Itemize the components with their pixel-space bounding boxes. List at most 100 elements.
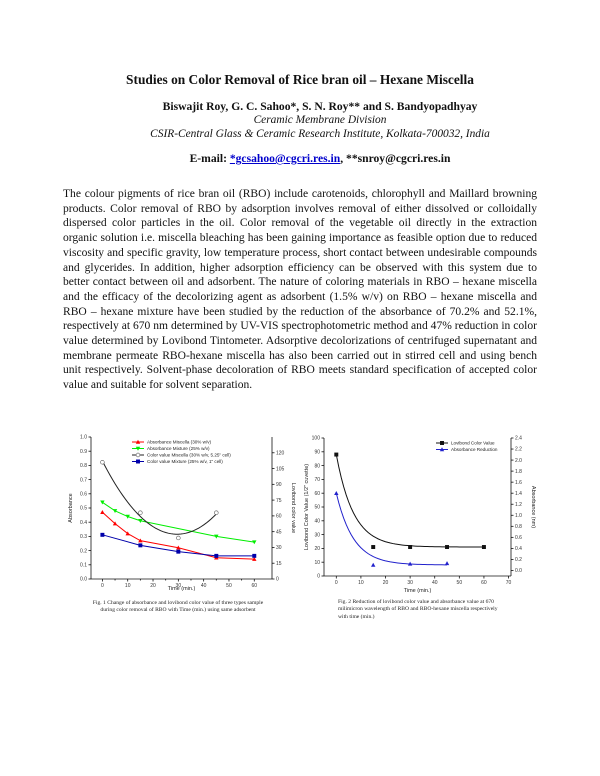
y2-tick-label: 1.8 [515, 469, 522, 475]
data-point [138, 538, 143, 543]
y-tick-label: 0.2 [80, 548, 87, 554]
data-point [481, 545, 486, 549]
data-point [125, 531, 130, 536]
y-tick-label: 0.0 [80, 577, 87, 583]
y2-tick-label: 45 [276, 529, 282, 535]
data-point [100, 500, 105, 505]
y2-tick-label: 60 [276, 514, 282, 520]
y-tick-label: 30 [314, 532, 320, 538]
data-point [100, 510, 105, 515]
y2-tick-label: 0.8 [515, 524, 522, 530]
y-axis-label: Lovibond Color Value (1/2" cuvette) [304, 464, 310, 550]
data-point [176, 549, 181, 554]
y-tick-label: 0.5 [80, 506, 87, 512]
series-line [335, 493, 448, 566]
y-tick-label: 0 [317, 574, 320, 580]
data-point [444, 561, 450, 566]
y-tick-label: 40 [314, 519, 320, 525]
y-tick-label: 0.9 [80, 449, 87, 455]
y2-axis-label: Absorbance (nm) [530, 486, 536, 528]
legend-label: Color value Mixture (25% w/v, 1" cell) [147, 459, 223, 464]
x-tick-label: 60 [251, 583, 257, 589]
data-point [407, 561, 413, 566]
x-tick-label: 60 [481, 580, 487, 586]
data-point [445, 545, 450, 549]
y-tick-label: 50 [314, 505, 320, 511]
y2-tick-label: 15 [276, 561, 282, 567]
series-line [335, 454, 484, 548]
figure-2-caption: Fig. 2 Reduction of lovibond color value… [338, 599, 498, 620]
email-label: E-mail: [189, 152, 230, 165]
y-tick-label: 80 [314, 463, 320, 469]
data-point [138, 543, 143, 548]
data-point [371, 545, 376, 549]
y-tick-label: 0.3 [80, 534, 87, 540]
y2-tick-label: 120 [276, 450, 285, 456]
data-point [252, 556, 257, 561]
y2-tick-label: 0.4 [515, 546, 522, 552]
legend-marker [439, 447, 445, 452]
x-tick-label: 10 [358, 580, 364, 586]
y-tick-label: 0.8 [80, 463, 87, 469]
y2-tick-label: 1.2 [515, 502, 522, 508]
y2-tick-label: 1.6 [515, 480, 522, 486]
y2-tick-label: 1.0 [515, 513, 522, 519]
figure-1-caption: Fig. 1 Change of absorbance and lovibond… [92, 600, 264, 614]
y2-tick-label: 105 [276, 466, 285, 472]
legend-marker [135, 452, 141, 458]
data-point [138, 510, 143, 515]
legend-marker [135, 439, 141, 444]
paper-title: Studies on Color Removal of Rice bran oi… [126, 72, 474, 87]
data-point [252, 553, 257, 558]
x-axis-label: Time (min.) [404, 588, 432, 594]
series-2 [334, 491, 450, 567]
legend-label: Absorbance Reduction [451, 447, 498, 452]
figure-2-plot: 0 10 20 30 40 50 60 70 0 10 20 30 40 50 60 70 80 90 100 0.0… [304, 436, 536, 594]
data-point [176, 535, 181, 541]
y-tick-label: 0.4 [80, 520, 87, 526]
y-tick-label: 0.7 [80, 477, 87, 483]
y2-tick-label: 2.2 [515, 447, 522, 453]
y-tick-label: 0.6 [80, 492, 87, 498]
y-tick-label: 100 [312, 436, 321, 442]
y-tick-label: 1.0 [80, 435, 87, 441]
x-tick-label: 50 [226, 583, 232, 589]
affiliation-division: Ceramic Membrane Division [253, 114, 387, 126]
abstract-text: The colour pigments of rice bran oil (RB… [63, 188, 537, 392]
x-tick-label: 50 [457, 580, 463, 586]
legend-label: Color value Miscella (30% w/v, 5.25" cel… [147, 453, 231, 458]
legend-marker [136, 459, 140, 464]
x-tick-label: 20 [383, 580, 389, 586]
y2-tick-label: 0.6 [515, 535, 522, 541]
data-point [125, 514, 130, 519]
series-line [101, 460, 217, 535]
authors: Biswajit Roy, G. C. Sahoo*, S. N. Roy** … [162, 100, 478, 113]
email-link-1[interactable]: *gcsahoo@cgcri.res.in [229, 152, 341, 165]
x-tick-label: 20 [150, 583, 156, 589]
data-point [371, 562, 376, 567]
y-tick-label: 60 [314, 491, 320, 497]
figure-1-plot: 0 10 20 30 40 50 60 0.0 0.1 0.2 0.3 0.4 0.5 0.6 0.7 0.8… [68, 435, 296, 592]
data-point [214, 510, 219, 515]
y-tick-label: 20 [314, 546, 320, 552]
y2-tick-label: 0.0 [515, 568, 522, 574]
x-tick-label: 30 [407, 580, 413, 586]
series-3 [100, 460, 219, 541]
x-tick-label: 0 [335, 580, 338, 586]
y2-axis-label: Lovibond color value [290, 483, 296, 533]
data-point [100, 460, 105, 465]
data-point [100, 532, 105, 537]
x-tick-label: 40 [201, 583, 207, 589]
y2-tick-label: 75 [276, 498, 282, 504]
series-4 [100, 532, 257, 558]
y2-tick-label: 1.4 [515, 491, 522, 497]
email-line: E-mail: *gcsahoo@cgcri.res.in, **snroy@c… [0, 152, 600, 165]
data-point [334, 452, 339, 457]
y2-tick-label: 0 [276, 577, 279, 583]
y-tick-label: 0.1 [80, 563, 87, 569]
data-point [176, 545, 181, 550]
legend-label: Absorbance Mixture (25% w/v) [147, 446, 210, 451]
y2-tick-label: 2.4 [515, 436, 522, 442]
y-tick-label: 70 [314, 477, 320, 483]
